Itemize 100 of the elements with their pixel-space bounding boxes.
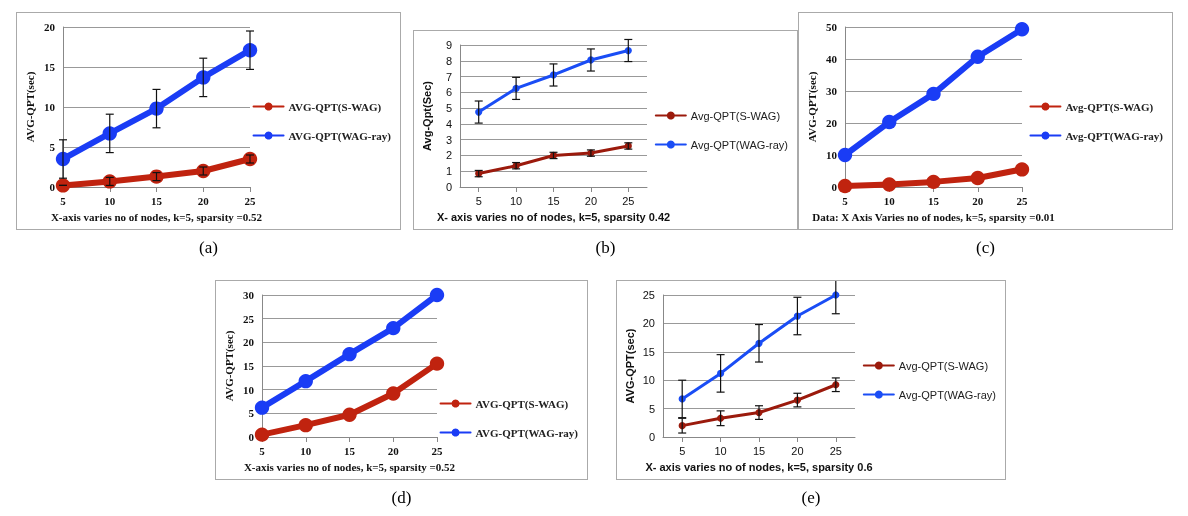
point [342, 346, 357, 362]
y-tick-label: 20 [826, 117, 838, 129]
y-axis-title: Avg-Qpt(Sec) [420, 80, 433, 151]
point [970, 170, 985, 186]
x-tick-label: 5 [679, 444, 686, 457]
y-tick-label: 20 [243, 336, 255, 349]
point [342, 407, 357, 422]
x-tick-label: 20 [584, 194, 598, 207]
y-tick-label: 0 [49, 181, 56, 193]
x-axis-title: X- axis varies no of nodes, k=5, sparsity 0.6 [645, 460, 873, 473]
x-tick-label: 5 [842, 194, 849, 207]
point [254, 427, 270, 442]
y-tick-label: 0 [445, 181, 452, 193]
y-tick-label: 30 [826, 85, 838, 97]
point [429, 287, 445, 303]
y-tick-label: 5 [648, 402, 655, 415]
point [102, 126, 117, 141]
y-tick-label: 15 [44, 61, 56, 73]
point [298, 373, 313, 389]
point [386, 386, 401, 401]
point [926, 174, 941, 190]
y-axis-title: AVG-QPT(sec) [23, 71, 37, 143]
point [1014, 162, 1030, 177]
legend-label: AVG-QPT(WAG-ray) [288, 129, 392, 143]
legend-label: Avg-QPT(WAG-ray) [690, 138, 788, 151]
y-tick-label: 20 [44, 21, 56, 33]
y-tick-label: 20 [642, 317, 655, 330]
y-tick-label: 25 [642, 289, 655, 301]
y-axis-title: AVG-QPT(sec) [623, 328, 636, 404]
y-axis-title: AVG-QPT(sec) [222, 330, 236, 402]
point [429, 356, 445, 371]
y-tick-label: 10 [642, 374, 655, 387]
x-tick-label: 25 [1016, 194, 1028, 207]
point [882, 114, 897, 130]
legend-label: Avg-QPT(S-WAG) [690, 109, 781, 122]
y-tick-label: 30 [243, 289, 255, 301]
x-tick-label: 10 [883, 194, 896, 207]
x-tick-label: 10 [300, 444, 312, 457]
x-tick-label: 20 [387, 444, 400, 457]
y-tick-label: 10 [243, 383, 255, 396]
point [1014, 22, 1030, 37]
x-axis-title: X- axis varies no of nodes, k=5, sparsity 0.42 [436, 210, 671, 223]
point [298, 417, 313, 433]
y-tick-label: 5 [49, 141, 56, 153]
point [837, 147, 853, 163]
legend-label: Avg-QPT(WAG-ray) [1065, 129, 1164, 143]
point [386, 320, 401, 336]
y-tick-label: 6 [445, 86, 452, 99]
x-tick-label: 20 [972, 194, 984, 207]
y-tick-label: 1 [445, 165, 452, 178]
x-axis-title: Data: X Axis Varies no of nodes, k=5, sparsity =0.01 [812, 210, 1055, 223]
y-tick-label: 5 [445, 102, 452, 115]
y-tick-label: 25 [243, 312, 255, 325]
x-tick-label: 15 [547, 194, 560, 207]
y-tick-label: 15 [243, 360, 255, 372]
text: (e) [800, 488, 822, 508]
y-tick-label: 8 [445, 54, 452, 67]
point [55, 178, 71, 193]
y-tick-label: 0 [831, 181, 838, 193]
x-tick-label: 5 [60, 194, 67, 207]
x-tick-label: 25 [431, 444, 443, 457]
legend-label: Avg-QPT(S-WAG) [1065, 100, 1154, 114]
point [926, 86, 941, 102]
x-tick-label: 5 [259, 444, 266, 457]
point [149, 101, 164, 116]
y-tick-label: 9 [445, 39, 452, 51]
x-tick-label: 15 [151, 194, 163, 207]
point [196, 70, 211, 85]
x-tick-label: 10 [509, 194, 523, 207]
y-tick-label: 10 [826, 149, 838, 161]
point [970, 49, 985, 64]
y-tick-label: 50 [826, 21, 838, 33]
point [837, 178, 853, 194]
legend-label: AVG-QPT(S-WAG) [288, 100, 382, 114]
y-tick-label: 5 [248, 407, 255, 420]
x-tick-label: 20 [791, 444, 804, 457]
x-tick-label: 15 [752, 444, 766, 457]
x-axis-title: X-axis varies no of nodes, k=5, sparsity =0.52 [243, 460, 456, 473]
legend-label: AVG-QPT(S-WAG) [475, 397, 569, 411]
x-tick-label: 10 [104, 194, 116, 207]
x-tick-label: 25 [622, 194, 635, 207]
y-tick-label: 0 [648, 431, 655, 443]
y-tick-label: 7 [445, 70, 452, 83]
y-tick-label: 10 [44, 101, 56, 113]
text: (c) [975, 238, 996, 258]
legend-label: Avg-QPT(S-WAG) [898, 359, 989, 372]
y-tick-label: 0 [248, 431, 255, 443]
y-tick-label: 3 [445, 133, 452, 146]
x-tick-label: 20 [197, 194, 210, 207]
x-tick-label: 10 [714, 444, 727, 457]
y-tick-label: 15 [642, 345, 655, 358]
x-tick-label: 15 [928, 194, 940, 207]
x-tick-label: 5 [475, 194, 482, 207]
point [254, 400, 270, 415]
point [882, 177, 897, 192]
y-tick-label: 2 [445, 149, 452, 162]
x-axis-title: X-axis varies no of nodes, k=5, sparsity =0.52 [50, 210, 263, 223]
legend-label: Avg-QPT(WAG-ray) [898, 388, 996, 401]
y-axis-title: AVG-QPT(sec) [805, 71, 819, 143]
x-tick-label: 15 [344, 444, 356, 457]
